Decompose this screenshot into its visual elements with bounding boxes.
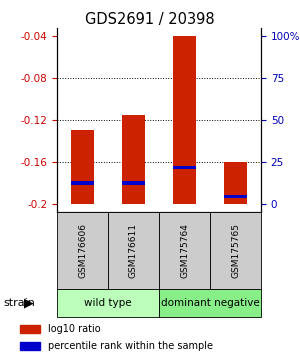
Bar (224, 195, 247, 198)
Bar (122, 115, 145, 204)
Text: GSM176606: GSM176606 (78, 223, 87, 278)
Bar (108, 212, 159, 289)
Text: log10 ratio: log10 ratio (48, 324, 100, 334)
Text: GDS2691 / 20398: GDS2691 / 20398 (85, 12, 215, 27)
Text: wild type: wild type (84, 298, 132, 308)
Bar (122, 181, 145, 184)
Bar (224, 162, 247, 204)
Text: strain: strain (3, 298, 35, 308)
Bar (71, 181, 94, 184)
Bar (159, 289, 261, 317)
Bar (210, 212, 261, 289)
Bar (159, 212, 210, 289)
Bar (57, 289, 159, 317)
Bar (173, 166, 196, 169)
Text: percentile rank within the sample: percentile rank within the sample (48, 341, 213, 350)
Text: GSM176611: GSM176611 (129, 223, 138, 278)
Bar (57, 212, 108, 289)
Bar (71, 130, 94, 204)
Bar (173, 36, 196, 204)
Text: GSM175765: GSM175765 (231, 223, 240, 278)
Bar (20, 342, 40, 349)
Bar (20, 325, 40, 333)
Text: GSM175764: GSM175764 (180, 223, 189, 278)
Text: ▶: ▶ (24, 297, 33, 309)
Text: dominant negative: dominant negative (160, 298, 260, 308)
